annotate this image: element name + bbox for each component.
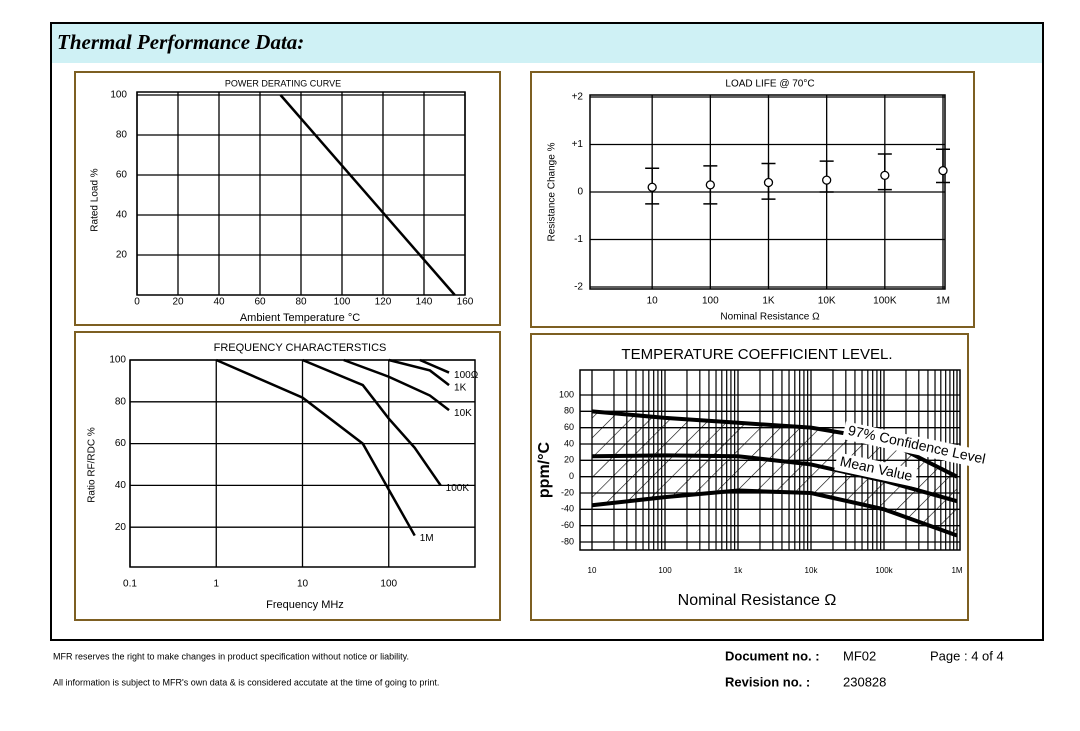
series-label: 100K <box>446 483 470 494</box>
document-number: MF02 <box>843 648 876 663</box>
y-tick-label: 0 <box>577 187 583 198</box>
data-line <box>302 358 442 487</box>
footer-note: All information is subject to MFR's own … <box>53 677 439 687</box>
y-tick-label: 20 <box>116 250 128 261</box>
data-line <box>591 453 958 504</box>
y-tick-label: +1 <box>572 139 584 150</box>
y-tick-label: 40 <box>115 480 127 491</box>
y-tick-label: -20 <box>561 487 574 497</box>
document-label: Document no. : <box>725 648 820 663</box>
y-axis-label: ppm/°C <box>536 441 553 498</box>
x-tick-label: 10 <box>647 296 659 307</box>
x-tick-label: 120 <box>375 297 392 308</box>
x-tick-label: 10k <box>805 566 819 575</box>
y-tick-label: 20 <box>115 522 127 533</box>
y-tick-label: 40 <box>116 210 128 221</box>
header-band <box>52 24 1042 63</box>
y-tick-label: 80 <box>116 130 128 141</box>
x-tick-label: 0.1 <box>123 579 137 590</box>
revision-label: Revision no. : <box>725 674 810 689</box>
y-tick-label: 60 <box>116 170 128 181</box>
x-tick-label: 100 <box>702 296 719 307</box>
x-tick-label: 1M <box>951 566 962 575</box>
panel <box>74 71 501 326</box>
panel <box>530 71 975 328</box>
revision-number: 230828 <box>843 674 886 689</box>
chart-title: FREQUENCY CHARACTERSTICS <box>214 342 387 354</box>
y-tick-label: 100 <box>110 90 127 101</box>
data-line <box>419 358 450 374</box>
data-line <box>279 94 456 296</box>
x-tick-label: 10K <box>818 296 836 307</box>
page-number: Page : 4 of 4 <box>930 648 1004 663</box>
header-title: Thermal Performance Data: <box>57 30 304 54</box>
x-tick-label: 80 <box>295 297 307 308</box>
x-tick-label: 1M <box>936 296 950 307</box>
y-axis-label: Resistance Change % <box>547 142 558 241</box>
y-axis-label: Rated Load % <box>90 168 101 231</box>
mean-marker <box>822 175 832 185</box>
chart-title: POWER DERATING CURVE <box>225 78 341 88</box>
y-tick-label: +2 <box>572 92 584 103</box>
y-tick-label: 20 <box>564 455 574 465</box>
x-axis-label: Frequency MHz <box>266 599 344 611</box>
data-line <box>388 358 450 387</box>
data-line <box>343 358 450 412</box>
x-tick-label: 1k <box>734 566 743 575</box>
panel <box>530 333 969 621</box>
page-frame <box>50 22 1044 641</box>
y-tick-label: 100 <box>109 355 126 366</box>
x-axis-label: Ambient Temperature °C <box>240 312 360 324</box>
series-label: 1M <box>420 533 434 544</box>
y-tick-label: 80 <box>115 396 127 407</box>
x-axis-label: Nominal Resistance Ω <box>720 312 820 323</box>
x-tick-label: 100 <box>658 566 672 575</box>
data-line <box>591 488 958 538</box>
x-tick-label: 140 <box>416 297 433 308</box>
y-tick-label: -2 <box>574 282 583 293</box>
x-tick-label: 100k <box>875 566 893 575</box>
y-tick-label: 0 <box>569 471 574 481</box>
x-tick-label: 100 <box>380 579 397 590</box>
x-tick-label: 60 <box>254 297 266 308</box>
x-tick-label: 1 <box>213 579 219 590</box>
x-tick-label: 0 <box>134 297 140 308</box>
y-axis-label: Ratio RF/RDC % <box>87 427 98 503</box>
x-tick-label: 20 <box>172 297 184 308</box>
chart-title: TEMPERATURE COEFFICIENT LEVEL. <box>621 346 892 363</box>
footer-note: MFR reserves the right to make changes i… <box>53 651 409 661</box>
x-tick-label: 1K <box>762 296 775 307</box>
series-label: 10K <box>454 408 472 419</box>
y-tick-label: -40 <box>561 504 574 514</box>
chart-title: LOAD LIFE @ 70°C <box>725 79 814 90</box>
mean-marker <box>938 165 948 176</box>
x-tick-label: 10 <box>297 579 309 590</box>
data-line <box>215 358 416 537</box>
mean-marker <box>705 180 715 190</box>
x-tick-label: 100 <box>334 297 351 308</box>
y-tick-label: 100 <box>559 389 574 399</box>
y-tick-label: 60 <box>564 422 574 432</box>
x-tick-label: 10 <box>588 566 597 575</box>
mean-marker <box>647 182 657 192</box>
label-background <box>842 421 991 470</box>
mean-marker <box>880 170 890 181</box>
x-tick-label: 100K <box>873 296 897 307</box>
y-tick-label: -60 <box>561 520 574 530</box>
series-label: 1K <box>454 383 467 394</box>
y-tick-label: -1 <box>574 234 583 245</box>
x-tick-label: 160 <box>457 297 474 308</box>
label-background <box>834 452 918 487</box>
series-label: 100Ω <box>454 370 479 381</box>
x-axis-label: Nominal Resistance Ω <box>678 592 837 609</box>
y-tick-label: 40 <box>564 438 574 448</box>
y-tick-label: 60 <box>115 438 127 449</box>
y-tick-label: 80 <box>564 406 574 416</box>
x-tick-label: 40 <box>213 297 225 308</box>
y-tick-label: -80 <box>561 536 574 546</box>
mean-marker <box>763 177 774 188</box>
panel <box>74 331 501 621</box>
